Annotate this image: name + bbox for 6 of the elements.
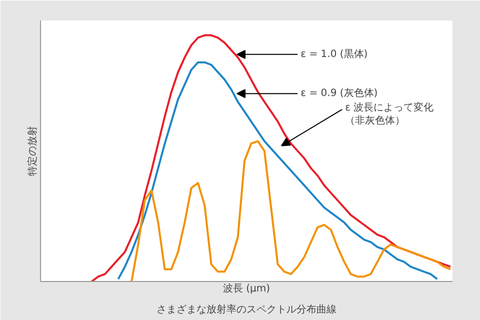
x-axis-title: 波長 (µm) xyxy=(222,282,270,294)
text: さまざまな放射率のスペクトル分布曲線 xyxy=(156,304,336,316)
annotation: ε = 0.9 (灰色体) xyxy=(300,87,378,100)
annotation: ε 波長によって変化（非灰色体） xyxy=(345,101,434,127)
annotation: ε = 1.0 (黒体) xyxy=(300,48,368,60)
y-axis-title: 特定の放射 xyxy=(26,126,38,176)
